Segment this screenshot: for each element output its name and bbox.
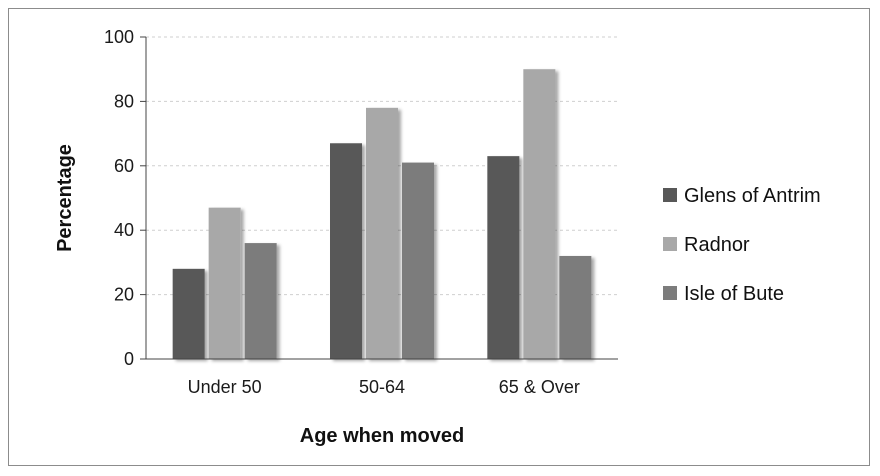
legend-label: Radnor [684, 234, 750, 256]
bar [244, 243, 277, 359]
bar [208, 207, 241, 359]
legend-label: Glens of Antrim [684, 185, 821, 207]
x-tick-label: 50-64 [359, 377, 405, 397]
bar [559, 255, 592, 359]
chart-frame [8, 8, 870, 466]
y-tick-label: 0 [124, 349, 134, 369]
bar [402, 162, 434, 359]
bar [366, 107, 398, 359]
x-tick-labels: Under 50 50-64 65 & Over [188, 377, 580, 397]
bar [330, 143, 362, 359]
legend: Glens of Antrim Radnor Isle of Bute [663, 185, 821, 305]
y-axis-title: Percentage [54, 144, 76, 252]
legend-swatch [663, 237, 677, 251]
bar [172, 268, 205, 359]
x-tick-label: Under 50 [188, 377, 262, 397]
y-tick-label: 60 [114, 156, 134, 176]
bar [523, 69, 556, 359]
bars [172, 69, 592, 359]
y-tick-label: 100 [104, 27, 134, 47]
legend-swatch [663, 286, 677, 300]
y-tick-label: 40 [114, 220, 134, 240]
y-tick-label: 20 [114, 285, 134, 305]
legend-label: Isle of Bute [684, 283, 784, 305]
x-tick-label: 65 & Over [499, 377, 580, 397]
y-tick-labels: 0 20 40 60 80 100 [104, 27, 134, 369]
y-tick-label: 80 [114, 91, 134, 111]
x-axis-title: Age when moved [300, 425, 464, 447]
legend-swatch [663, 188, 677, 202]
bar [487, 156, 520, 359]
